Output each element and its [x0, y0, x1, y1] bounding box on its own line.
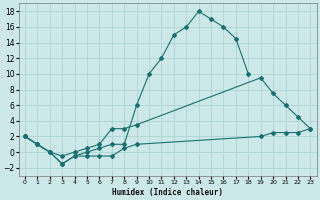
X-axis label: Humidex (Indice chaleur): Humidex (Indice chaleur) [112, 188, 223, 197]
